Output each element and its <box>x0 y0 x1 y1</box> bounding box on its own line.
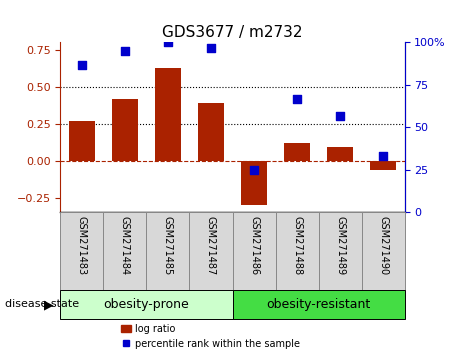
Point <box>121 48 129 54</box>
Bar <box>69 121 95 161</box>
Bar <box>60 212 103 290</box>
Text: GSM271484: GSM271484 <box>120 216 130 275</box>
Bar <box>60 290 232 319</box>
Text: GSM271490: GSM271490 <box>378 216 388 275</box>
Point <box>379 154 387 159</box>
Bar <box>146 212 190 290</box>
Text: obesity-resistant: obesity-resistant <box>266 298 371 311</box>
Bar <box>319 212 362 290</box>
Text: GSM271489: GSM271489 <box>335 216 345 275</box>
Bar <box>190 212 232 290</box>
Bar <box>155 68 181 161</box>
Point <box>293 96 301 101</box>
Legend: log ratio, percentile rank within the sample: log ratio, percentile rank within the sa… <box>117 320 304 353</box>
Bar <box>112 99 138 161</box>
Bar <box>370 161 396 170</box>
Text: GSM271485: GSM271485 <box>163 216 173 275</box>
Point <box>78 62 86 67</box>
Text: GSM271488: GSM271488 <box>292 216 302 275</box>
Bar <box>232 290 405 319</box>
Point <box>207 45 215 50</box>
Text: obesity-prone: obesity-prone <box>104 298 189 311</box>
Bar <box>362 212 405 290</box>
Point <box>164 40 172 45</box>
Bar <box>284 143 310 161</box>
Bar <box>198 103 224 161</box>
Text: GSM271487: GSM271487 <box>206 216 216 275</box>
Bar <box>241 161 267 205</box>
Text: GSM271483: GSM271483 <box>77 216 87 275</box>
Text: ▶: ▶ <box>44 298 53 311</box>
Text: disease state: disease state <box>5 299 79 309</box>
Text: GSM271486: GSM271486 <box>249 216 259 275</box>
Point <box>250 167 258 173</box>
Bar <box>327 147 353 161</box>
Point <box>336 113 344 118</box>
Title: GDS3677 / m2732: GDS3677 / m2732 <box>162 25 303 40</box>
Bar <box>103 212 146 290</box>
Bar <box>275 212 319 290</box>
Bar <box>232 212 275 290</box>
